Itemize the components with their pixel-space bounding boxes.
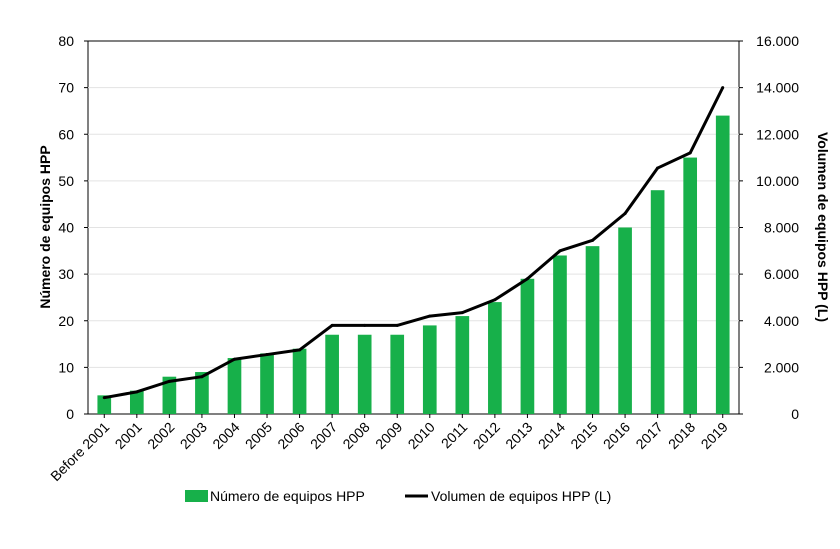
y2-tick-label: 8.000 [764, 220, 799, 236]
line-point-before-2001 [102, 396, 106, 400]
line-point-2003 [200, 375, 204, 379]
y-tick-label: 60 [58, 126, 74, 142]
x-tick-label: 2006 [274, 419, 307, 452]
line-point-2002 [167, 379, 171, 383]
bar-2006 [292, 348, 307, 414]
x-tick-label: 2015 [567, 419, 600, 452]
x-tick-label: 2018 [665, 419, 698, 452]
line-point-2006 [298, 348, 302, 352]
y-tick-label: 10 [58, 359, 74, 375]
x-tick-label: 2003 [177, 419, 210, 452]
bar-2007 [325, 334, 339, 414]
bar-2012 [488, 302, 502, 414]
y-tick-label: 50 [58, 173, 74, 189]
bar-2013 [520, 278, 535, 414]
x-tick-label: 2008 [339, 419, 372, 452]
y2-tick-label: 6.000 [764, 266, 799, 282]
y2-tick-label: 0 [791, 406, 799, 422]
line-point-2007 [330, 323, 334, 327]
y-axis-title: Número de equipos HPP [37, 145, 53, 308]
y-tick-label: 20 [58, 313, 74, 329]
line-point-2011 [460, 311, 464, 315]
x-tick-label: 2007 [307, 419, 340, 452]
bar-2001 [129, 390, 144, 414]
line-point-2010 [428, 314, 432, 318]
bar-2005 [260, 353, 274, 414]
legend-bar-label: Número de equipos HPP [210, 488, 365, 504]
x-tick-label: 2002 [144, 419, 177, 452]
line-point-2009 [395, 323, 399, 327]
bar-2015 [585, 246, 600, 414]
y2-axis-title: Volumen de equipos HPP (L) [815, 132, 831, 322]
x-tick-label: 2004 [209, 419, 242, 452]
y-tick-labels: 0 10 20 30 40 50 60 70 80 [58, 33, 88, 422]
bar-2002 [162, 376, 177, 414]
bar-2008 [357, 334, 372, 414]
line-point-2017 [656, 166, 660, 170]
x-tick-label: 2005 [242, 419, 275, 452]
x-tick-label: 2017 [632, 419, 665, 452]
bar-2011 [455, 316, 470, 414]
legend: Número de equipos HPP Volumen de equipos… [185, 488, 611, 504]
y2-tick-label: 4.000 [764, 313, 799, 329]
grid-lines [88, 87, 739, 368]
line-point-2008 [363, 323, 367, 327]
volume-line [104, 86, 725, 400]
bar-2019 [715, 115, 730, 414]
x-tick-label: 2019 [698, 419, 731, 452]
bar-2009 [390, 334, 405, 414]
line-point-2015 [591, 238, 595, 242]
bar-before-2001 [97, 395, 112, 414]
x-tick-labels: Before 2001 2001 2002 2003 2004 2005 2006 2007 2… [47, 414, 731, 484]
line-point-2013 [525, 277, 529, 281]
y-tick-label: 0 [66, 406, 74, 422]
y2-tick-label: 16.000 [756, 33, 799, 49]
y2-tick-labels: 0 2.000 4.000 6.000 8.000 10.000 12.000 14.000 1… [739, 33, 799, 422]
x-tick-label: 2014 [535, 419, 568, 452]
x-tick-label: 2010 [405, 419, 438, 452]
y-tick-label: 40 [58, 220, 74, 236]
y2-tick-label: 2.000 [764, 359, 799, 375]
y2-tick-label: 14.000 [756, 80, 799, 96]
x-tick-label: 2012 [470, 419, 503, 452]
bar-2018 [683, 157, 698, 414]
bar-2017 [650, 190, 665, 414]
bar-2004 [227, 358, 242, 414]
y2-tick-label: 10.000 [756, 173, 799, 189]
line-series [102, 86, 725, 400]
bar-2014 [553, 255, 567, 414]
line-point-2018 [688, 151, 692, 155]
line-point-2012 [493, 298, 497, 302]
line-point-2019 [721, 86, 725, 90]
line-point-2014 [558, 249, 562, 253]
bar-2010 [422, 325, 437, 414]
bar-series [97, 115, 730, 414]
line-point-2016 [623, 212, 627, 216]
x-tick-label: Before 2001 [47, 419, 112, 484]
bar-2016 [618, 227, 632, 414]
y-tick-label: 30 [58, 266, 74, 282]
x-tick-label: 2001 [112, 419, 145, 452]
x-tick-label: 2016 [600, 419, 633, 452]
y2-tick-label: 12.000 [756, 126, 799, 142]
line-point-2004 [232, 357, 236, 361]
line-point-2005 [265, 353, 269, 357]
x-tick-label: 2011 [438, 419, 471, 452]
bar-2003 [195, 372, 209, 414]
y-tick-label: 70 [58, 80, 74, 96]
x-tick-label: 2009 [372, 419, 405, 452]
line-point-2001 [135, 390, 139, 394]
legend-bar-swatch [185, 490, 208, 502]
y-tick-label: 80 [58, 33, 74, 49]
legend-line-label: Volumen de equipos HPP (L) [431, 488, 611, 504]
x-tick-label: 2013 [502, 419, 535, 452]
